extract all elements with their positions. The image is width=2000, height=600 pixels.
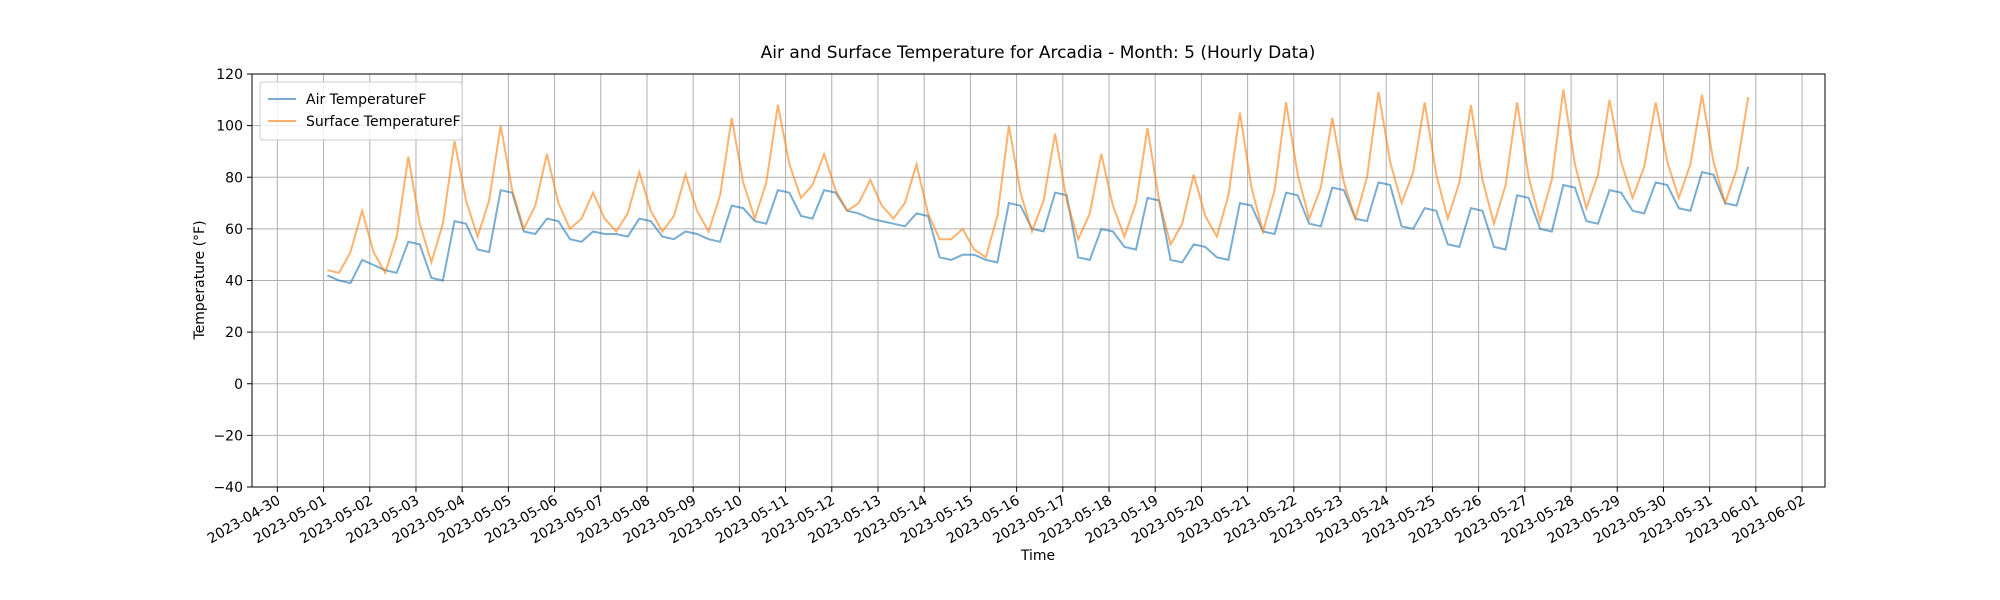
y-tick-label: 80 [225, 170, 243, 186]
chart-title: Air and Surface Temperature for Arcadia … [761, 43, 1316, 63]
series-line [326, 166, 1750, 285]
legend-label: Surface TemperatureF [306, 114, 461, 130]
y-tick-label: 100 [216, 119, 243, 135]
y-axis-label: Temperature (°F) [192, 220, 208, 340]
y-tick-label: −20 [213, 428, 243, 444]
y-tick-label: 0 [234, 377, 243, 393]
series-line [327, 89, 1750, 276]
legend-box [259, 81, 463, 141]
plot-frame [251, 73, 1826, 488]
y-tick-label: −40 [213, 480, 243, 496]
legend-label: Air TemperatureF [306, 92, 426, 108]
y-tick-label: 60 [225, 222, 243, 238]
y-tick-label: 20 [225, 325, 243, 341]
y-tick-label: 120 [216, 67, 243, 83]
x-axis-label: Time [1020, 548, 1055, 564]
y-tick-label: 40 [225, 274, 243, 290]
